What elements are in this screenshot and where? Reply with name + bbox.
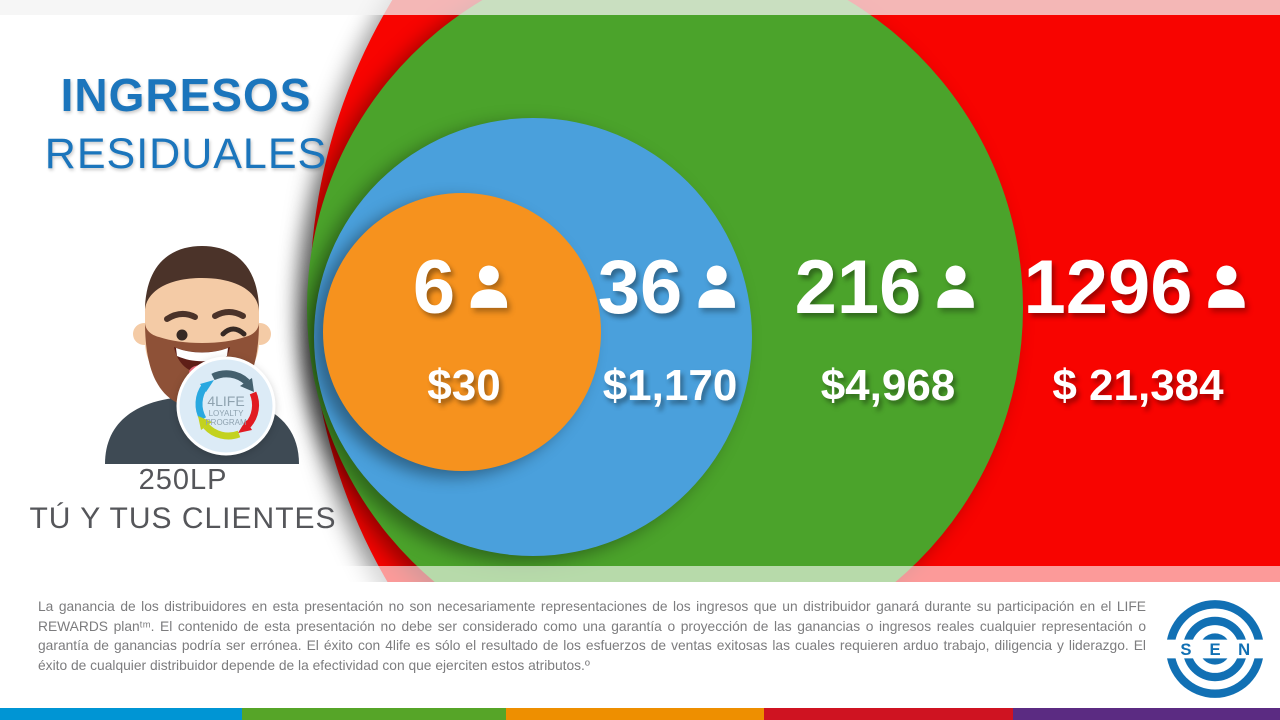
title-line-1: INGRESOS xyxy=(60,69,312,121)
sen-logo: S E N xyxy=(1163,600,1267,698)
badge-text-4life: 4LIFE xyxy=(207,393,244,409)
stripe-segment-orange xyxy=(506,708,764,720)
circle-diagram-stage xyxy=(0,0,1280,582)
badge-arrow-green xyxy=(203,423,241,440)
sen-letter-s: S xyxy=(1180,640,1191,659)
footer-color-stripe xyxy=(0,708,1280,720)
title-line-2: RESIDUALES xyxy=(44,130,328,178)
caption-250lp: 250LP xyxy=(138,464,228,496)
sen-letter-n: N xyxy=(1238,640,1250,659)
level-3-label-group: 216 $4,968 xyxy=(795,250,982,408)
caption-tu-y-tus-clientes: TÚ Y TUS CLIENTES xyxy=(29,502,337,535)
badge-text-program: PROGRAM xyxy=(205,418,247,427)
avatar-hair xyxy=(145,246,259,312)
avatar-caption: 250LP TÚ Y TUS CLIENTES xyxy=(8,464,358,536)
level-1-people-count: 6 xyxy=(412,245,456,330)
level-1-amount: $30 xyxy=(427,361,501,410)
person-icon xyxy=(937,265,974,308)
person-icon xyxy=(1208,265,1245,308)
stripe-segment-green xyxy=(242,708,506,720)
loyalty-program-badge: 4LIFE LOYALTY PROGRAM xyxy=(176,356,276,456)
stripe-segment-red xyxy=(764,708,1013,720)
badge-arrow-red-head xyxy=(238,420,252,433)
badge-text-loyalty: LOYALTY xyxy=(209,409,244,418)
level-4-label-group: 1296 $ 21,384 xyxy=(1023,250,1252,408)
badge-arrow-slate xyxy=(211,370,250,385)
level-3-people-count: 216 xyxy=(794,245,922,330)
top-overlay-band xyxy=(0,0,1280,15)
level-1-label-group: 6 $30 xyxy=(413,250,515,408)
badge-arrow-red xyxy=(245,391,260,428)
level-4-people-count: 1296 xyxy=(1023,245,1193,330)
level-4-amount: $ 21,384 xyxy=(1052,361,1224,410)
level-3-amount: $4,968 xyxy=(820,361,956,410)
person-icon xyxy=(470,265,508,308)
badge-arrow-green-head xyxy=(198,416,212,430)
sen-letter-e: E xyxy=(1209,640,1220,659)
bottom-overlay-band xyxy=(0,566,1280,582)
stripe-segment-purple xyxy=(1013,708,1280,720)
disclaimer-text: La ganancia de los distribuidores en est… xyxy=(38,599,1146,673)
avatar-eyebrow xyxy=(164,311,198,322)
person-icon xyxy=(698,265,735,308)
avatar-eyebrow xyxy=(212,309,246,319)
avatar-eye xyxy=(176,329,188,341)
badge-arrow-slate-head xyxy=(240,378,254,392)
level1-circle xyxy=(323,193,601,471)
level-2-amount: $1,170 xyxy=(602,361,738,410)
sen-band xyxy=(1163,639,1267,659)
stripe-segment-blue xyxy=(0,708,242,720)
level-2-people-count: 36 xyxy=(597,245,683,330)
avatar-wink-eye xyxy=(220,326,247,337)
page-title: INGRESOS RESIDUALES xyxy=(28,68,344,179)
badge-arrow-blue-head xyxy=(200,380,214,392)
level-2-label-group: 36 $1,170 xyxy=(598,250,743,408)
